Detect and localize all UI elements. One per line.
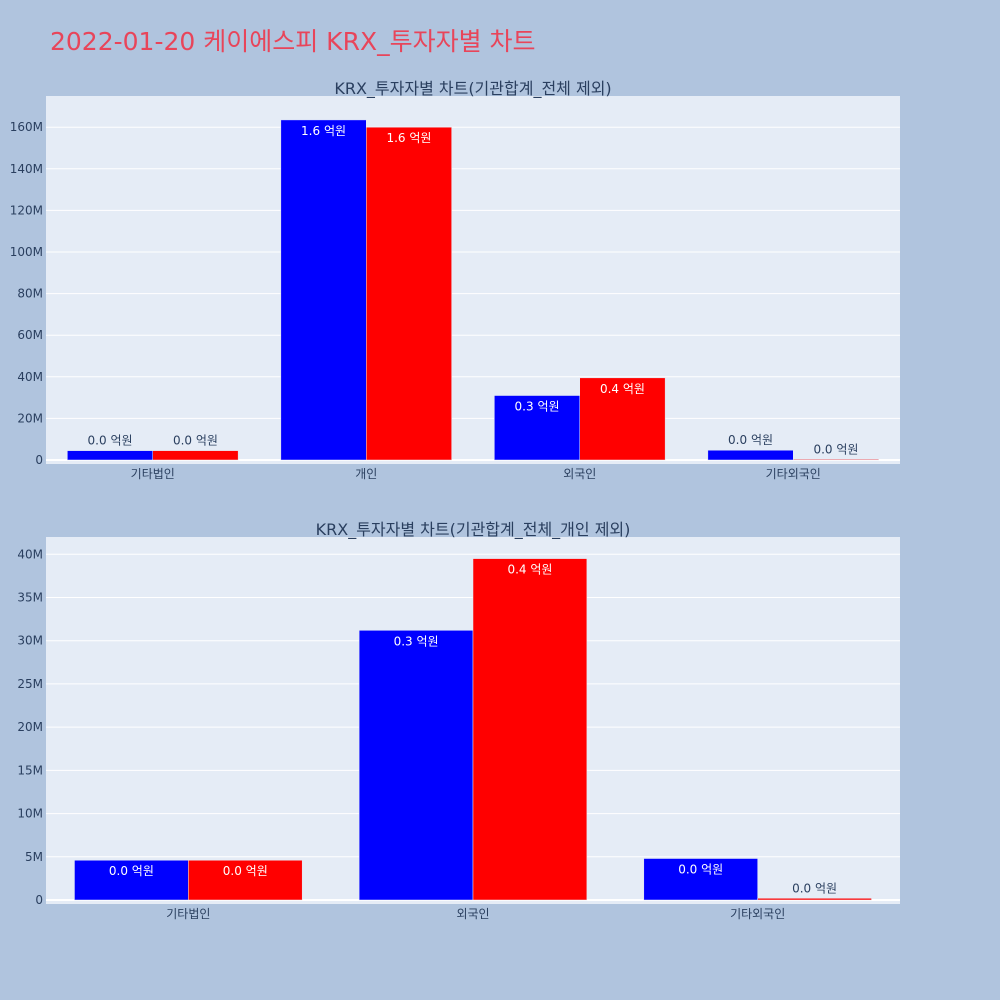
chart-1-data-label: 0.0 억원	[223, 864, 268, 878]
chart-0-title: KRX_투자자별 차트(기관합계_전체 제외)	[334, 79, 611, 99]
chart-0-y-tick-label: 120M	[10, 203, 43, 217]
chart-0-x-tick-label: 기타법인	[131, 467, 175, 481]
chart-1-bar-0-2	[643, 858, 758, 901]
chart-0-bar-0-0	[67, 450, 153, 461]
chart-1-bar-0-1	[358, 630, 474, 901]
chart-1-data-label: 0.4 억원	[507, 563, 552, 577]
chart-1-x-tick-label: 기타외국인	[730, 907, 785, 921]
chart-0-x-tick-label: 외국인	[563, 467, 596, 481]
chart-1-y-tick-label: 15M	[17, 763, 43, 777]
chart-0-x-tick-label: 기타외국인	[766, 467, 821, 481]
chart-1-data-label: 0.0 억원	[678, 863, 723, 877]
chart-0-bar-0-2	[494, 395, 581, 461]
chart-0-plot-area	[46, 96, 900, 464]
chart-1-y-tick-label: 30M	[17, 634, 43, 648]
chart-1-data-label: 0.0 억원	[109, 864, 154, 878]
chart-0-data-label: 0.0 억원	[173, 434, 218, 448]
chart-0-data-label: 1.6 억원	[301, 124, 346, 138]
chart-0-bar-0-3	[707, 449, 794, 461]
chart-1-bar-1-2	[757, 898, 872, 901]
chart-0-y-tick-label: 60M	[17, 328, 43, 342]
page-title: 2022-01-20 케이에스피 KRX_투자자별 차트	[50, 27, 536, 56]
chart-1-x-tick-label: 기타법인	[166, 907, 210, 921]
chart-1-x-tick-label: 외국인	[456, 907, 489, 921]
chart-1-y-tick-label: 40M	[17, 547, 43, 561]
chart-0-y-tick-label: 160M	[10, 120, 43, 134]
chart-0-data-label: 0.0 억원	[728, 433, 773, 447]
chart-1-bar-1-1	[472, 558, 588, 901]
chart-0-y-tick-label: 100M	[10, 245, 43, 259]
chart-0-bar-1-2	[579, 377, 666, 461]
chart-1-y-tick-label: 0	[35, 893, 43, 907]
chart-0-bar-1-1	[366, 126, 452, 461]
chart-1-data-label: 0.0 억원	[792, 881, 837, 895]
chart-0-bar-0-1	[280, 119, 367, 461]
chart-0-data-label: 1.6 억원	[386, 131, 431, 145]
chart-0-data-label: 0.3 억원	[515, 400, 560, 414]
chart-0-y-tick-label: 140M	[10, 162, 43, 176]
chart-1-y-tick-label: 35M	[17, 591, 43, 605]
chart-1-title: KRX_투자자별 차트(기관합계_전체_개인 제외)	[316, 520, 631, 540]
chart-0-x-tick-label: 개인	[355, 467, 377, 481]
chart-1-y-tick-label: 10M	[17, 807, 43, 821]
chart-0-y-tick-label: 40M	[17, 370, 43, 384]
chart-1-bar-0-0	[74, 859, 189, 901]
chart-0-bar-1-0	[152, 450, 239, 461]
chart-0-data-label: 0.0 억원	[813, 443, 858, 457]
chart-0-data-label: 0.4 억원	[600, 382, 645, 396]
chart-0-data-label: 0.0 억원	[88, 434, 133, 448]
chart-1-y-tick-label: 20M	[17, 720, 43, 734]
chart-1-bar-1-0	[188, 859, 303, 901]
chart-1-data-label: 0.3 억원	[394, 634, 439, 648]
chart-1-y-tick-label: 25M	[17, 677, 43, 691]
chart-0-y-tick-label: 80M	[17, 287, 43, 301]
chart-0-bar-1-3	[793, 458, 879, 461]
chart-1-y-tick-label: 5M	[25, 850, 43, 864]
chart-0-y-tick-label: 0	[35, 453, 43, 467]
chart-0-y-tick-label: 20M	[17, 411, 43, 425]
